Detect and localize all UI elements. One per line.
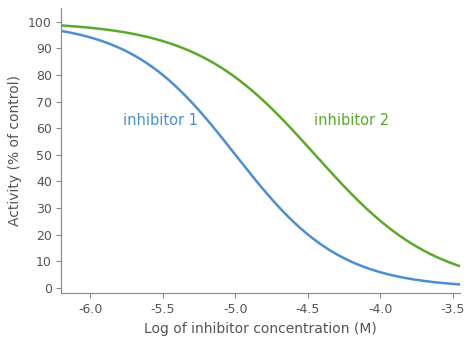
Y-axis label: Activity (% of control): Activity (% of control) <box>9 75 22 226</box>
X-axis label: Log of inhibitor concentration (M): Log of inhibitor concentration (M) <box>145 322 377 336</box>
Text: inhibitor 2: inhibitor 2 <box>314 113 389 128</box>
Text: inhibitor 1: inhibitor 1 <box>123 113 198 128</box>
